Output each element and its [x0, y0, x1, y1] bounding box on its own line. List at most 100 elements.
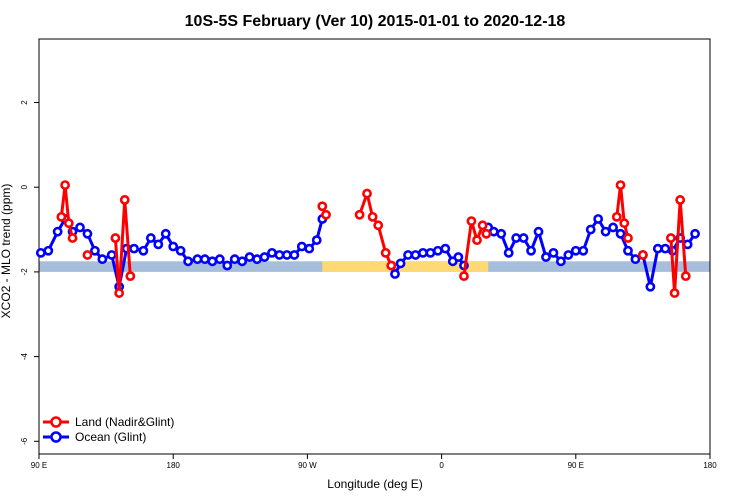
series-ocean-point — [52, 226, 63, 237]
series-ocean-point — [311, 235, 322, 246]
series-ocean-point — [630, 254, 641, 265]
y-tick-label: -4 — [20, 353, 29, 361]
legend: Land (Nadir&Glint) Ocean (Glint) — [43, 415, 174, 444]
series-land-point — [56, 211, 67, 222]
x-tick-label: 90 W — [298, 461, 317, 470]
y-tick-label: 2 — [20, 100, 29, 105]
legend-ocean-marker — [50, 431, 62, 443]
x-tick-label: 90 E — [568, 461, 584, 470]
series-ocean-point — [593, 214, 604, 224]
series-ocean-point — [600, 226, 611, 237]
series-ocean-point — [390, 269, 400, 279]
series-land-point — [367, 211, 378, 222]
series-land-line — [113, 198, 132, 295]
series-land-point — [380, 247, 391, 258]
x-tick-label: 0 — [439, 461, 444, 470]
series-ocean-point — [511, 233, 522, 243]
series-ocean — [35, 214, 700, 292]
series-ocean-point — [183, 256, 194, 267]
series-ocean-point — [453, 252, 464, 262]
series-ocean-point — [222, 260, 233, 271]
series-land-point — [675, 195, 686, 205]
series-ocean-point — [652, 243, 663, 254]
series-ocean-point — [615, 228, 626, 239]
series-land-point — [665, 233, 676, 243]
y-axis-label: XCO2 - MLO trend (ppm) — [0, 184, 13, 319]
series-land-point — [680, 271, 691, 282]
series-land-point — [386, 260, 397, 271]
y-tick-label: -2 — [20, 268, 29, 276]
series-ocean-point — [82, 228, 93, 239]
series-land-point — [60, 180, 70, 190]
series-land-point — [317, 201, 328, 212]
series-land-point — [669, 288, 680, 298]
series-ocean-point — [237, 256, 248, 267]
series-ocean-point — [660, 243, 671, 254]
series-ocean-point — [563, 250, 574, 260]
series-land-point — [477, 220, 488, 231]
series-ocean-point — [214, 254, 225, 265]
series-ocean-point — [267, 247, 277, 258]
series-ocean-point — [175, 245, 186, 256]
series-ocean-point — [90, 245, 100, 256]
series-ocean-point — [541, 252, 551, 262]
series-ocean-point — [97, 254, 108, 265]
series-ocean-point — [289, 250, 300, 260]
series-land-point — [114, 288, 125, 298]
series-land-point — [63, 218, 74, 229]
series-ocean-point — [526, 245, 536, 256]
series-ocean-point — [192, 254, 203, 265]
series-ocean-point — [43, 245, 54, 256]
series-ocean-point — [35, 247, 46, 258]
band-land-1 — [391, 261, 489, 272]
series-land-point — [362, 188, 372, 199]
series-ocean-point — [440, 243, 451, 254]
series-ocean-point — [570, 245, 581, 256]
series-ocean-point — [403, 250, 413, 260]
series-ocean-point — [645, 281, 656, 292]
series-land-point — [619, 218, 630, 229]
series-ocean-point — [395, 258, 406, 269]
series-ocean-point — [425, 247, 436, 258]
chart-title: 10S-5S February (Ver 10) 2015-01-01 to 2… — [185, 13, 566, 30]
series-land-point — [611, 211, 622, 222]
series-land-point — [354, 209, 365, 220]
series-ocean-point — [418, 247, 428, 258]
series-land — [56, 180, 691, 298]
series-ocean-point — [432, 245, 443, 256]
series-layer — [35, 180, 700, 298]
series-land-point — [321, 209, 331, 220]
series-ocean-point — [518, 233, 529, 243]
x-tick-label: 180 — [167, 461, 181, 470]
series-land-point — [125, 271, 136, 282]
series-ocean-point — [244, 252, 255, 262]
series-land-point — [623, 233, 633, 243]
legend-land-label: Land (Nadir&Glint) — [75, 415, 174, 429]
series-land-point — [615, 180, 626, 190]
background-band — [39, 261, 710, 272]
series-land-point — [82, 250, 93, 260]
series-ocean-point — [274, 250, 285, 260]
x-tick-label: 90 E — [31, 461, 47, 470]
series-ocean-point — [690, 228, 700, 239]
series-land-line — [615, 183, 630, 239]
band-land-0 — [322, 261, 396, 272]
series-land-point — [638, 250, 648, 260]
series-ocean-point — [533, 226, 544, 237]
legend-ocean-label: Ocean (Glint) — [75, 430, 146, 444]
y-tick-label: 0 — [20, 184, 29, 189]
series-land-point — [373, 220, 384, 231]
series-ocean-point — [496, 228, 507, 239]
series-ocean-point — [259, 252, 270, 262]
legend-land-marker — [50, 416, 62, 428]
series-land-point — [481, 228, 492, 239]
series-land-point — [119, 195, 130, 205]
series-ocean-point — [410, 250, 421, 260]
x-axis-label: Longitude (deg E) — [327, 477, 422, 491]
series-ocean-point — [145, 233, 156, 243]
series-ocean-point — [207, 256, 218, 267]
series-ocean-point — [585, 224, 596, 235]
series-ocean-point — [153, 239, 164, 250]
series-ocean-point — [106, 250, 117, 260]
series-ocean-point — [229, 254, 240, 265]
